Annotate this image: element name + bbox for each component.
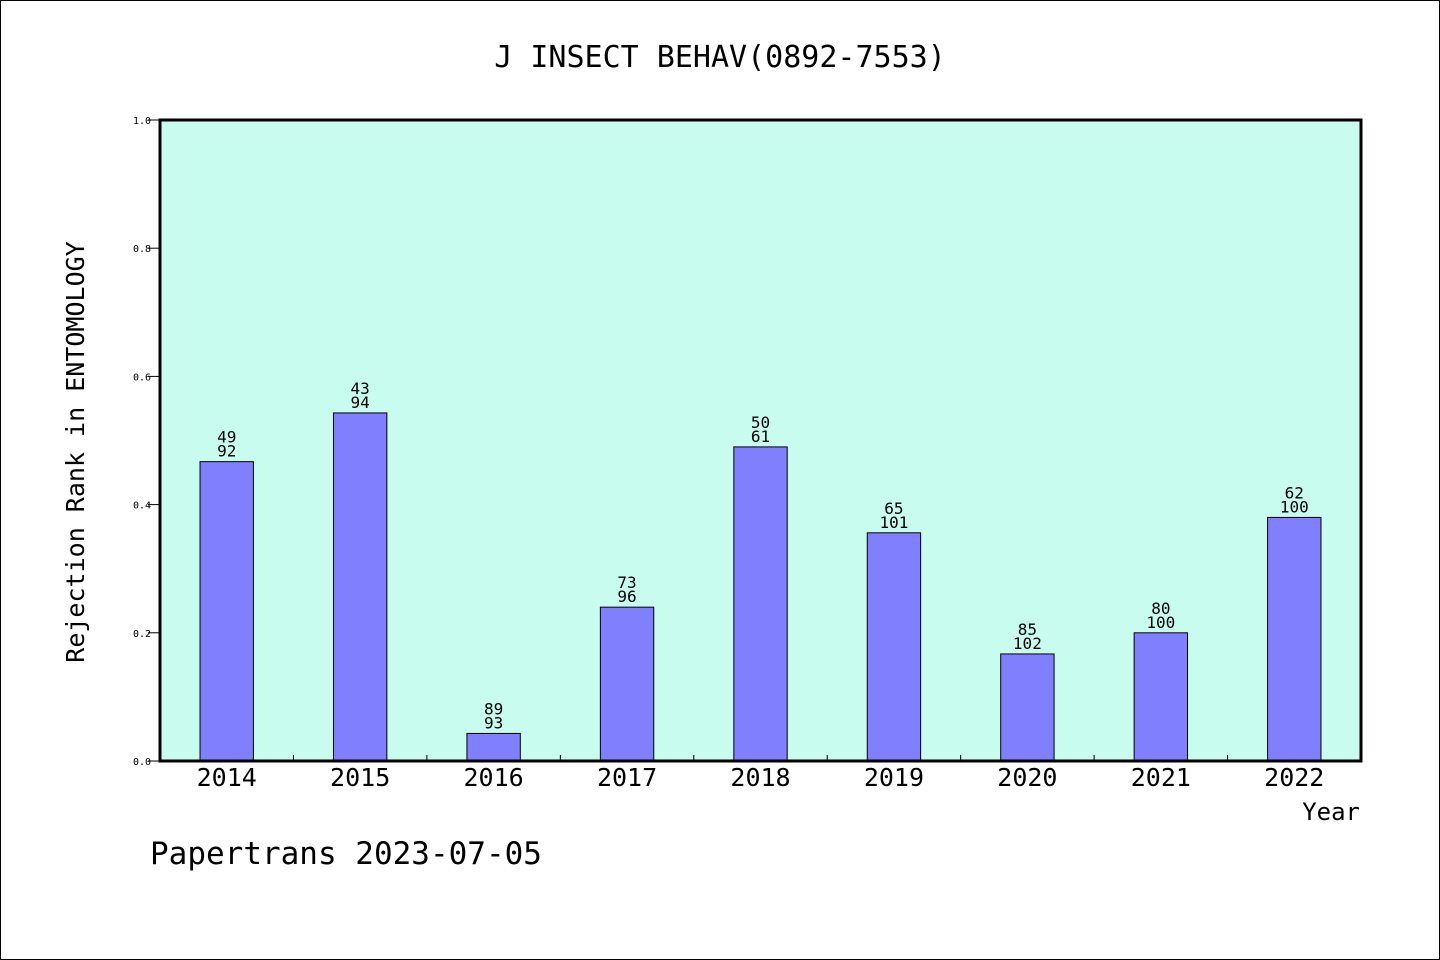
bar — [1267, 516, 1322, 762]
bar — [599, 606, 655, 762]
x-tick-label: 2014 — [197, 763, 257, 792]
bar — [1000, 653, 1055, 762]
data-label-bottom: 101 — [879, 513, 908, 532]
data-label-top: 50 — [751, 413, 770, 432]
bar — [866, 532, 922, 762]
data-label-bottom: 92 — [217, 442, 236, 461]
data-label-bottom: 102 — [1013, 634, 1042, 653]
x-tick-label: 2017 — [597, 763, 657, 792]
bar — [332, 412, 388, 762]
data-label-top: 49 — [217, 428, 236, 447]
data-label-top: 73 — [617, 573, 636, 592]
y-axis: 0.0 0.2 0.4 0.6 0.8 1.0 — [133, 116, 160, 768]
plot-border — [158, 118, 1363, 763]
data-label-bottom: 61 — [751, 427, 770, 446]
x-tick-label: 2019 — [864, 763, 924, 792]
data-label-top: 89 — [484, 699, 503, 718]
y-tick-label: 0.2 — [133, 629, 151, 640]
data-label-bottom: 100 — [1146, 613, 1175, 632]
x-axis: 2014 2015 2016 2017 2018 2019 2020 2021 2022 — [197, 755, 1324, 792]
data-label-top: 43 — [351, 379, 370, 398]
x-tick-label: 2015 — [330, 763, 390, 792]
y-tick-label: 0.6 — [133, 372, 151, 383]
y-tick-label: 0.0 — [133, 757, 151, 768]
x-tick-label: 2016 — [464, 763, 524, 792]
data-label-bottom: 93 — [484, 713, 503, 732]
bar — [1133, 632, 1189, 762]
footer-stamp: Papertrans 2023-07-05 — [150, 836, 542, 872]
data-label-bottom: 100 — [1280, 497, 1309, 516]
bar — [199, 461, 254, 762]
data-label-top: 62 — [1285, 483, 1304, 502]
chart-title: J INSECT BEHAV(0892-7553) — [494, 40, 946, 75]
x-tick-label: 2022 — [1264, 763, 1324, 792]
data-label-bottom: 94 — [351, 393, 370, 412]
bar — [733, 446, 788, 762]
data-label-top: 65 — [884, 499, 903, 518]
data-label-bottom: 96 — [617, 587, 636, 606]
bar — [466, 732, 521, 762]
y-tick-label: 0.8 — [133, 244, 151, 255]
bar-series — [199, 412, 1322, 762]
x-tick-label: 2021 — [1131, 763, 1191, 792]
y-axis-label: Rejection Rank in ENTOMOLOGY — [61, 241, 90, 662]
data-label-top: 80 — [1151, 599, 1170, 618]
x-tick-label: 2020 — [997, 763, 1057, 792]
x-axis-label: Year — [1302, 798, 1360, 826]
y-tick-label: 1.0 — [133, 116, 151, 127]
data-label-top: 85 — [1018, 620, 1037, 639]
x-tick-label: 2018 — [730, 763, 790, 792]
y-tick-label: 0.4 — [133, 501, 151, 512]
